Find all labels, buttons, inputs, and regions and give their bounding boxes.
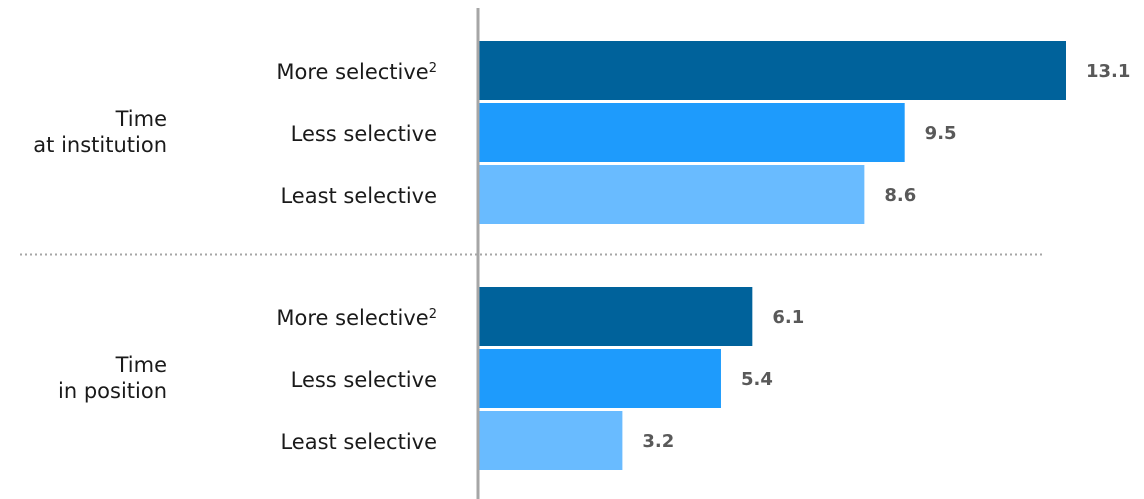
group-label: Time in position [58,353,167,403]
bar [479,411,623,470]
category-label: Least selective [280,184,437,208]
value-label: 9.5 [925,123,957,144]
category-label: More selective2 [276,306,437,330]
group-label: Time at institution [33,107,167,157]
bar [479,349,721,408]
bar [479,165,865,224]
bar [479,103,905,162]
value-label: 3.2 [642,431,674,452]
category-label: Less selective [291,122,437,146]
bar [479,41,1066,100]
category-label: More selective2 [276,60,437,84]
bar-group: Time at institution More selective2 13.1 Les… [33,41,1130,224]
category-label: Least selective [280,430,437,454]
value-label: 5.4 [741,369,773,390]
value-label: 6.1 [772,307,804,328]
category-label: Less selective [291,368,437,392]
bar [479,287,753,346]
value-label: 13.1 [1086,61,1130,82]
value-label: 8.6 [884,185,916,206]
bar-group: Time in position More selective2 6.1 Less se… [58,287,804,470]
